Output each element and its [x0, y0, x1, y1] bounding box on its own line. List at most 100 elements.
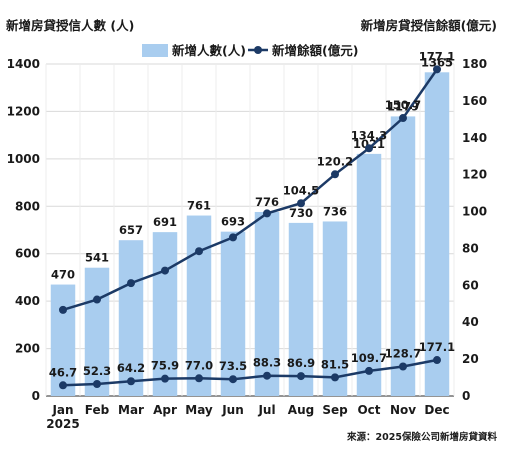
line-point	[263, 209, 271, 218]
line-point	[331, 170, 339, 179]
line-value-label: 134.3	[351, 128, 387, 142]
x-tick-label: Apr	[153, 403, 177, 417]
bar-value-label: 691	[153, 215, 177, 229]
line-value-label: 52.3	[83, 364, 111, 378]
bar-value-label: 736	[323, 204, 347, 218]
legend-line-label: 新增餘額(億元)	[272, 43, 358, 58]
line-value-label: 77.0	[185, 358, 213, 372]
right-tick-label: 160	[462, 94, 487, 108]
line-value-label: 86.9	[287, 356, 315, 370]
bar	[50, 284, 76, 396]
line-point	[127, 377, 135, 386]
line-point	[365, 144, 373, 153]
line-point	[433, 356, 441, 365]
line-value-label: 73.5	[219, 359, 247, 373]
line-point	[331, 373, 339, 382]
bar-value-label: 541	[85, 251, 109, 265]
right-tick-label: 40	[462, 315, 479, 329]
bar	[152, 232, 178, 396]
x-axis-ticks: Jan Feb Mar Apr May Jun Jul Aug Sep Oct Nov Dec	[51, 403, 449, 417]
x-tick-label: Jul	[257, 403, 275, 417]
x-tick-label: Nov	[390, 403, 416, 417]
left-axis-ticks: 0 200 400 600 800 1000 1200 1400	[7, 57, 40, 403]
bar	[390, 116, 416, 396]
left-tick-label: 1400	[7, 57, 40, 71]
bar	[356, 153, 382, 396]
bar-value-label: 1365	[421, 55, 453, 69]
left-tick-label: 600	[15, 247, 40, 261]
bar	[220, 231, 246, 396]
left-tick-label: 800	[15, 199, 40, 213]
line-value-label: 81.5	[321, 357, 349, 371]
right-axis-ticks: 0 20 40 60 80 100 120 140 160 180	[462, 57, 487, 403]
line-point	[229, 233, 237, 242]
left-tick-label: 1200	[7, 104, 40, 118]
left-axis-title: 新增房貸授信人數 (人)	[6, 18, 134, 33]
left-tick-label: 200	[15, 342, 40, 356]
line-point	[365, 366, 373, 375]
right-tick-label: 0	[462, 389, 470, 403]
x-tick-label: Oct	[357, 403, 380, 417]
grid-lines	[45, 63, 455, 397]
series-line	[62, 68, 439, 312]
x-tick-label: Dec	[424, 403, 449, 417]
line-series-upper: 104.5 120.2 134.3 150.7 177.1	[59, 49, 455, 314]
line-point	[263, 371, 271, 380]
right-tick-label: 20	[462, 352, 479, 366]
line-point	[297, 199, 305, 208]
left-tick-label: 0	[32, 389, 40, 403]
x-tick-label: Feb	[85, 403, 110, 417]
bar	[288, 222, 314, 396]
line-point	[229, 375, 237, 384]
bar	[84, 267, 110, 396]
line-value-label: 88.3	[253, 356, 281, 370]
line-point	[195, 247, 203, 256]
right-tick-label: 60	[462, 278, 479, 292]
line-value-label: 109.7	[351, 351, 387, 365]
line-value-label: 104.5	[283, 183, 319, 197]
right-tick-label: 80	[462, 241, 479, 255]
bar-value-label: 657	[119, 223, 143, 237]
line-point	[59, 381, 67, 390]
line-point	[93, 295, 101, 304]
bar-value-label: 730	[289, 206, 313, 220]
bar-value-label: 693	[221, 215, 245, 229]
line-point	[127, 279, 135, 288]
series-line	[62, 358, 438, 387]
line-value-label: 150.7	[385, 98, 421, 112]
left-tick-label: 1000	[7, 152, 40, 166]
right-tick-label: 120	[462, 168, 487, 182]
bar	[186, 215, 212, 396]
line-point	[399, 362, 407, 371]
x-axis-year-label: 2025	[46, 417, 79, 431]
x-tick-label: May	[185, 403, 213, 417]
right-tick-label: 180	[462, 57, 487, 71]
line-point	[195, 374, 203, 383]
line-value-label: 75.9	[151, 359, 179, 373]
line-point	[161, 266, 169, 275]
right-tick-label: 100	[462, 205, 487, 219]
left-tick-label: 400	[15, 294, 40, 308]
line-value-label: 46.7	[49, 365, 77, 379]
bar-value-label: 761	[187, 199, 211, 213]
line-point	[161, 374, 169, 383]
line-point	[59, 305, 67, 314]
x-tick-label: Mar	[118, 403, 144, 417]
right-axis-title: 新增房貸授信餘額(億元)	[361, 18, 497, 33]
line-series-lower: 46.7 52.3 64.2 75.9 77.0 73.5 88.3 86.9 81.5 109.…	[49, 340, 455, 390]
bar	[322, 221, 348, 396]
bar-value-label: 776	[255, 195, 279, 209]
x-tick-label: Sep	[322, 403, 348, 417]
source-note: 來源：2025保險公司新增房貸資料	[346, 431, 497, 443]
bar	[254, 211, 280, 396]
line-value-label: 120.2	[317, 154, 353, 168]
line-point	[93, 380, 101, 389]
bar	[118, 240, 144, 396]
legend: 新增人數(人) 新增餘額(億元)	[142, 43, 358, 58]
line-value-label: 128.7	[385, 346, 421, 360]
line-value-label: 177.1	[419, 49, 455, 63]
legend-bar-label: 新增人數(人)	[172, 43, 246, 58]
right-tick-label: 140	[462, 131, 487, 145]
